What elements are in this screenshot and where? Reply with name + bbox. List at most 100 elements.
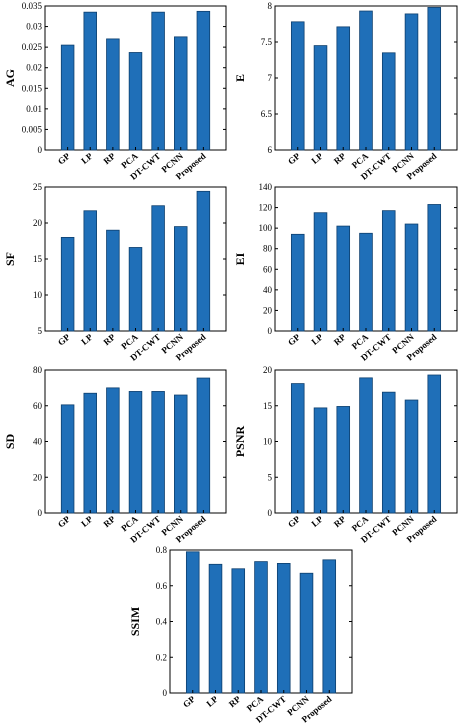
x-tick-label: GP bbox=[286, 514, 302, 530]
x-tick-label: GP bbox=[286, 151, 302, 167]
bar-pcnn bbox=[174, 394, 188, 514]
bar-rp bbox=[106, 387, 120, 514]
x-tick-label: LP bbox=[79, 514, 95, 529]
x-tick-label: RP bbox=[102, 514, 118, 530]
x-tick-label: GP bbox=[286, 332, 302, 348]
bar-pca bbox=[128, 391, 143, 514]
bar-rp bbox=[106, 38, 120, 151]
bar-pca bbox=[254, 561, 268, 694]
bar-lp bbox=[83, 11, 97, 151]
y-tick-label: 80 bbox=[263, 244, 273, 254]
y-tick-label: 0.035 bbox=[22, 1, 43, 11]
y-axis-title: SD bbox=[3, 433, 17, 449]
y-tick-label: 40 bbox=[33, 437, 43, 447]
bar-dt-cwt bbox=[276, 563, 291, 694]
bar-lp bbox=[208, 563, 223, 694]
bar-gp bbox=[185, 551, 200, 694]
bar-pca bbox=[359, 377, 373, 514]
bar-proposed bbox=[196, 10, 211, 151]
bar-pcnn bbox=[174, 226, 188, 332]
y-axis-title: SSIM bbox=[128, 607, 142, 636]
bar-lp bbox=[83, 210, 97, 332]
bar-dt-cwt bbox=[151, 205, 165, 332]
bar-dt-cwt bbox=[381, 210, 396, 332]
x-tick-label: GP bbox=[181, 694, 197, 710]
y-tick-label: 0.025 bbox=[22, 42, 43, 52]
x-tick-label: LP bbox=[79, 151, 95, 166]
bar-pca bbox=[128, 52, 143, 151]
x-tick-label: GP bbox=[56, 151, 72, 167]
y-tick-label: 15 bbox=[263, 401, 273, 411]
y-tick-label: 25 bbox=[33, 182, 43, 192]
y-tick-label: 6.5 bbox=[261, 109, 273, 119]
y-tick-label: 120 bbox=[259, 203, 273, 213]
bar-proposed bbox=[427, 374, 442, 514]
bar-pca bbox=[359, 232, 373, 332]
y-tick-label: 0.4 bbox=[156, 617, 168, 627]
bar-dt-cwt bbox=[381, 52, 396, 151]
y-tick-label: 5 bbox=[268, 472, 273, 482]
bar-pca bbox=[128, 247, 143, 332]
x-tick-label: LP bbox=[79, 332, 95, 347]
bar-dt-cwt bbox=[381, 391, 396, 514]
bar-rp bbox=[106, 229, 120, 332]
y-tick-label: 0.8 bbox=[156, 545, 168, 555]
y-tick-label: 0 bbox=[38, 508, 43, 518]
bar-gp bbox=[290, 383, 305, 514]
y-tick-label: 8 bbox=[268, 1, 273, 11]
bar-lp bbox=[313, 45, 328, 151]
x-tick-label: GP bbox=[56, 514, 72, 530]
bar-pcnn bbox=[299, 572, 314, 694]
y-tick-label: 0.01 bbox=[26, 104, 42, 114]
y-axis-title: SF bbox=[3, 252, 17, 266]
x-tick-label: LP bbox=[310, 151, 326, 166]
x-tick-label: LP bbox=[205, 694, 221, 709]
y-tick-label: 60 bbox=[33, 401, 43, 411]
y-tick-label: 7.5 bbox=[261, 37, 273, 47]
y-tick-label: 80 bbox=[33, 365, 43, 375]
y-tick-label: 140 bbox=[259, 182, 273, 192]
y-tick-label: 10 bbox=[33, 290, 43, 300]
y-tick-label: 40 bbox=[263, 285, 273, 295]
y-tick-label: 0 bbox=[268, 326, 273, 336]
y-tick-label: 7 bbox=[268, 73, 273, 83]
x-tick-label: RP bbox=[102, 151, 118, 167]
y-tick-label: 6 bbox=[268, 145, 273, 155]
y-tick-label: 0.03 bbox=[26, 22, 42, 32]
bar-gp bbox=[60, 44, 75, 151]
bar-lp bbox=[313, 407, 328, 514]
bar-lp bbox=[83, 392, 97, 514]
bar-lp bbox=[313, 212, 328, 332]
bar-pcnn bbox=[404, 13, 419, 151]
x-tick-label: LP bbox=[310, 332, 326, 347]
bar-proposed bbox=[427, 7, 442, 151]
bar-gp bbox=[290, 21, 305, 151]
bar-dt-cwt bbox=[151, 11, 165, 151]
y-tick-label: 20 bbox=[33, 472, 43, 482]
y-tick-label: 15 bbox=[33, 254, 43, 264]
y-tick-label: 20 bbox=[263, 365, 273, 375]
y-tick-label: 0.6 bbox=[156, 581, 168, 591]
bar-rp bbox=[336, 26, 351, 151]
x-tick-label: LP bbox=[310, 514, 326, 529]
x-tick-label: RP bbox=[332, 151, 348, 167]
bar-pcnn bbox=[404, 223, 419, 332]
bar-rp bbox=[231, 568, 246, 694]
bar-proposed bbox=[196, 377, 211, 514]
y-axis-title: EI bbox=[233, 252, 247, 265]
y-tick-label: 10 bbox=[263, 437, 273, 447]
y-tick-label: 0 bbox=[38, 145, 43, 155]
x-tick-label: RP bbox=[227, 694, 243, 710]
bar-proposed bbox=[322, 559, 337, 694]
bar-gp bbox=[60, 236, 75, 332]
bar-pca bbox=[359, 10, 373, 151]
x-tick-label: RP bbox=[332, 514, 348, 530]
chart-panel-ssim: 00.20.40.60.8GP LP RP PCADT-CWTPCNNProposed… bbox=[128, 545, 353, 725]
